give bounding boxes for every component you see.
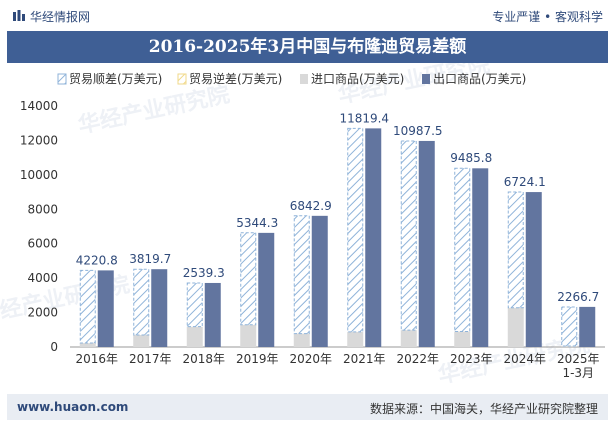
data-labels: 4220.8 3819.7 2539.3 5344.3 6842.9 11819.4 109… [76, 111, 600, 304]
x-tick-label: 2016年 [75, 352, 118, 366]
import-bar [240, 324, 257, 347]
surplus-bar [400, 140, 417, 331]
surplus-data-label: 5344.3 [236, 216, 278, 230]
logo-icon [13, 10, 25, 21]
x-tick-label: 2017年 [129, 352, 172, 366]
site-name: 华经情报网 [30, 10, 91, 24]
legend-swatch [177, 73, 187, 85]
surplus-data-label: 2266.7 [557, 290, 599, 304]
bars [79, 127, 596, 347]
export-bar [525, 192, 542, 347]
surplus-data-label: 3819.7 [129, 252, 171, 266]
surplus-data-label: 2539.3 [183, 266, 225, 280]
y-tick-label: 8000 [27, 202, 58, 216]
surplus-bar [79, 269, 96, 344]
surplus-bar [293, 215, 310, 335]
surplus-data-label: 4220.8 [76, 253, 118, 267]
surplus-bar [507, 191, 524, 309]
footer-source: 数据来源：中国海关，华经产业研究院整理 [369, 402, 598, 416]
x-tick-label: 2022年 [396, 352, 439, 366]
import-bar [186, 326, 203, 347]
x-tick-label: 2023年 [450, 352, 493, 366]
export-bar [151, 269, 168, 347]
y-tick-label: 0 [50, 340, 58, 354]
import-bar [79, 343, 96, 347]
import-bar [347, 331, 364, 347]
surplus-data-label: 10987.5 [393, 124, 443, 138]
import-bar [561, 345, 578, 347]
legend: 贸易顺差(万美元) 贸易逆差(万美元) 进口商品(万美元) 出口商品(万美元) [57, 71, 526, 86]
surplus-data-label: 9485.8 [450, 151, 492, 165]
x-tick-label: 2020年 [289, 352, 332, 366]
footer: www.huaon.com 数据来源：中国海关，华经产业研究院整理 [7, 394, 608, 420]
y-tick-label: 2000 [27, 306, 58, 320]
y-tick-label: 4000 [27, 271, 58, 285]
surplus-data-label: 11819.4 [339, 111, 389, 125]
legend-swatch [300, 74, 308, 84]
import-bar [454, 331, 471, 347]
chart-title: 2016-2025年3月中国与布隆迪贸易差额 [148, 37, 467, 57]
y-tick-label: 6000 [27, 237, 58, 251]
export-bar [204, 282, 221, 347]
x-tick-label: 2018年 [182, 352, 225, 366]
import-bar [507, 307, 524, 347]
surplus-bar [347, 127, 364, 333]
legend-label: 贸易逆差(万美元) [189, 71, 282, 86]
export-bar [418, 140, 435, 347]
surplus-bar [454, 167, 471, 333]
import-bar [400, 330, 417, 347]
legend-swatch [57, 73, 67, 85]
legend-label: 贸易顺差(万美元) [69, 72, 162, 86]
x-tick-label: 2019年 [236, 352, 279, 366]
surplus-bar [186, 282, 203, 328]
y-tick-label: 12000 [20, 133, 58, 147]
top-bar: 华经情报网 专业严谨 • 客观科学 [0, 0, 615, 30]
y-tick-label: 10000 [20, 168, 58, 182]
legend-label: 出口商品(万美元) [433, 71, 526, 86]
x-axis: 2016年 2017年 2018年 2019年 2020年 2021年 2022年 2023年… [75, 352, 599, 380]
export-bar [97, 270, 114, 347]
export-bar [311, 215, 328, 347]
export-bar [472, 168, 489, 347]
surplus-data-label: 6842.9 [290, 199, 332, 213]
slogan: 专业严谨 • 客观科学 [492, 10, 603, 24]
surplus-data-label: 6724.1 [504, 175, 546, 189]
footer-url[interactable]: www.huaon.com [17, 400, 129, 414]
surplus-bar [561, 306, 578, 347]
import-bar [133, 334, 150, 347]
y-axis: 0 2000 4000 6000 8000 10000 12000 14000 [20, 99, 605, 354]
x-tick-label: 2024年 [503, 352, 546, 366]
surplus-bar [240, 232, 257, 326]
import-bar [293, 333, 310, 347]
site-logo[interactable]: 华经情报网 [12, 8, 90, 25]
surplus-bar [133, 268, 150, 336]
title-bar: 2016-2025年3月中国与布隆迪贸易差额 [7, 31, 608, 63]
export-bar [579, 306, 596, 347]
watermark-text: 华经产业研究院 [76, 81, 232, 138]
legend-label: 进口商品(万美元) [311, 71, 404, 86]
x-tick-label: 2025年 [557, 352, 600, 366]
export-bar [365, 128, 382, 347]
x-tick-label: 1-3月 [562, 366, 594, 380]
x-tick-label: 2021年 [343, 352, 386, 366]
y-tick-label: 14000 [20, 99, 58, 113]
export-bar [258, 232, 275, 347]
legend-swatch [422, 74, 430, 84]
